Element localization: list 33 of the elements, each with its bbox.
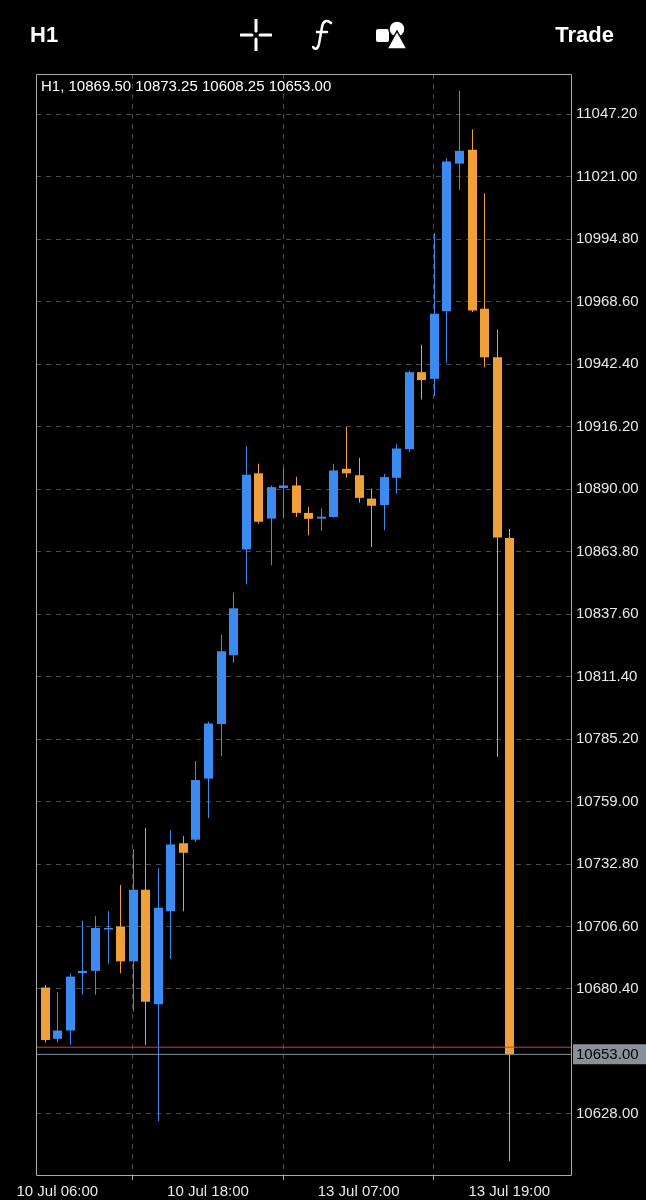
candlestick [179, 835, 188, 912]
y-tick-label: 10628.00 [576, 1104, 639, 1122]
y-tick-label: 10863.80 [576, 541, 639, 559]
y-tick-label: 10942.40 [576, 354, 639, 372]
y-tick-label: 11047.20 [576, 104, 638, 122]
candlestick [279, 467, 288, 519]
y-tick-label: 11021.00 [576, 166, 638, 184]
candlestick [355, 457, 364, 504]
candlestick [53, 991, 62, 1043]
y-tick-label: 10732.80 [576, 854, 639, 872]
y-tick-label: 10680.40 [576, 979, 639, 997]
candlestick [367, 488, 376, 548]
candlestick [455, 90, 464, 191]
x-tick-label: 13 Jul 07:00 [317, 1182, 400, 1200]
y-tick-label: 10890.00 [576, 479, 639, 497]
candlestick [304, 506, 313, 536]
x-tick-label: 13 Jul 19:00 [468, 1182, 551, 1200]
ref-line-label: 10653.00 [576, 1045, 639, 1063]
x-tick-label: 10 Jul 06:00 [16, 1182, 99, 1200]
y-tick-label: 10994.80 [576, 229, 639, 247]
candlestick [317, 507, 326, 532]
candlestick [417, 344, 426, 401]
y-tick-label: 10916.20 [576, 416, 639, 434]
x-tick-label: 10 Jul 18:00 [167, 1182, 249, 1200]
y-tick-label: 10785.20 [576, 729, 639, 747]
chart-title: H1, 10869.50 10873.25 10608.25 10653.00 [41, 76, 332, 94]
y-tick-label: 10837.60 [576, 604, 639, 622]
y-tick-label: 10968.60 [576, 291, 639, 309]
text: Trade [555, 22, 614, 48]
text: H1 [30, 22, 59, 48]
y-tick-label: 10811.40 [576, 666, 638, 684]
y-tick-label: 10759.00 [576, 791, 639, 809]
y-tick-label: 10706.60 [576, 916, 639, 934]
